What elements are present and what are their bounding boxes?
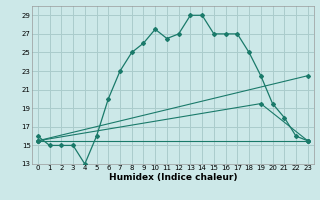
X-axis label: Humidex (Indice chaleur): Humidex (Indice chaleur) xyxy=(108,173,237,182)
